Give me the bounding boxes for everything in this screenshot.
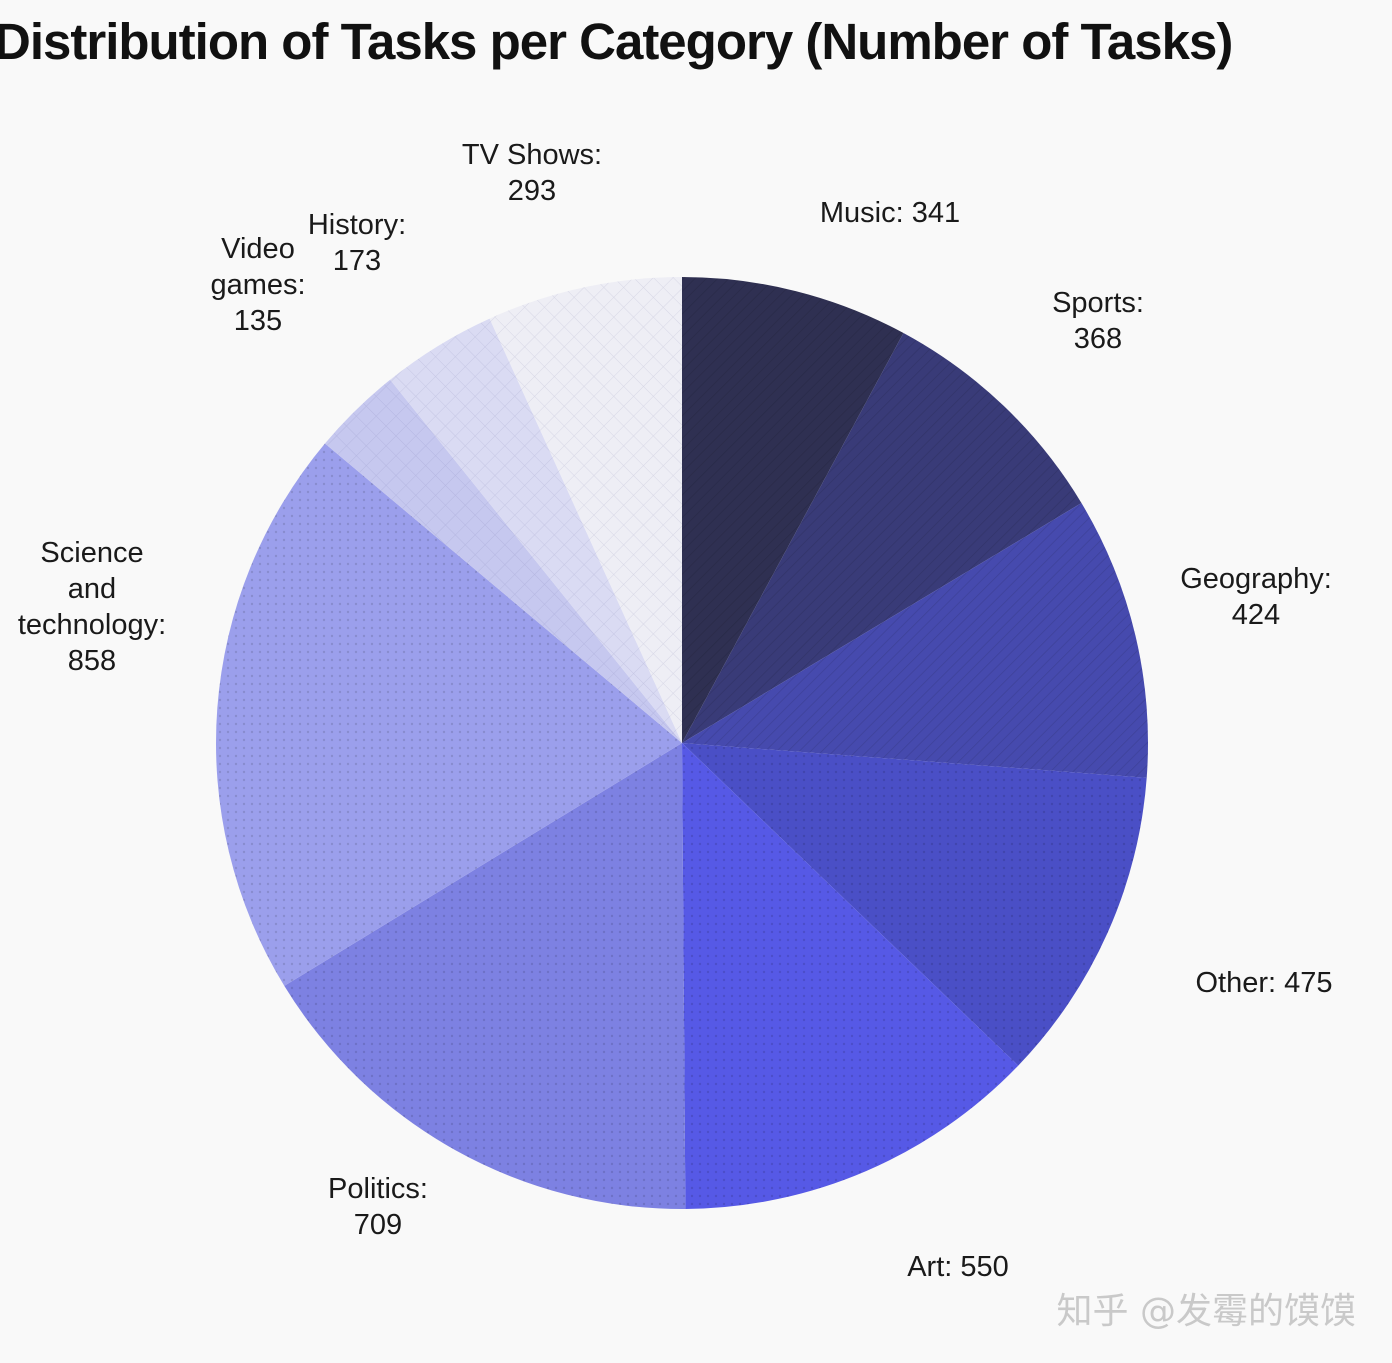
slice-pattern-art <box>682 743 1019 1209</box>
slice-pattern-history <box>390 318 682 743</box>
label-music: Music: 341 <box>820 197 960 229</box>
label-geography: Geography: 424 <box>1180 563 1332 631</box>
chart-title: Distribution of Tasks per Category (Numb… <box>0 13 1233 70</box>
label-sports: Sports: 368 <box>1052 287 1144 355</box>
slice-pattern-geography <box>682 503 1148 778</box>
slice-pattern-music <box>682 277 904 743</box>
slice-pattern-politics <box>284 743 686 1209</box>
label-history: History: 173 <box>308 209 406 277</box>
label-politics: Politics: 709 <box>328 1173 428 1241</box>
label-other: Other: 475 <box>1195 967 1332 999</box>
label-video-games: Video games: 135 <box>210 233 305 337</box>
label-science-and-technology: Science and technology: 858 <box>18 537 166 677</box>
slice-pattern-science-and-technology <box>215 443 682 986</box>
label-tv-shows: TV Shows: 293 <box>462 139 602 207</box>
slice-pattern-other <box>682 743 1147 1066</box>
slice-pattern-tv-shows <box>489 277 682 743</box>
slice-pattern-video-games <box>324 379 682 743</box>
watermark: 知乎 @发霉的馍馍 <box>1056 1291 1356 1332</box>
label-art: Art: 550 <box>907 1251 1009 1283</box>
slice-pattern-sports <box>682 332 1082 743</box>
